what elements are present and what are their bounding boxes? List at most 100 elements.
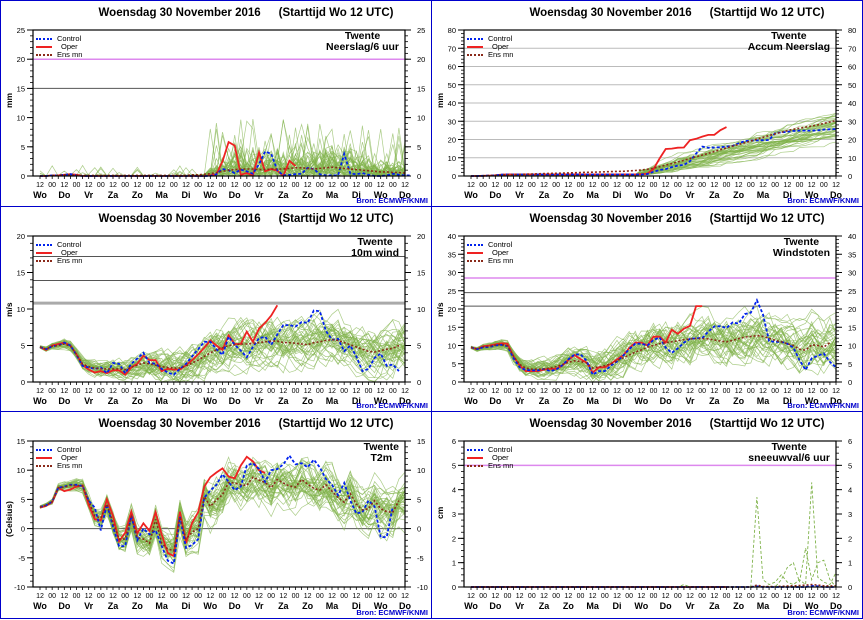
y-tick-label-right: 25 [848, 287, 856, 296]
x-hour-label: 00 [194, 182, 202, 189]
x-day-label: Di [783, 396, 792, 406]
x-day-label: Do [399, 396, 411, 406]
y-axis-label: m/s [435, 301, 445, 317]
x-hour-label: 12 [491, 593, 499, 600]
x-hour-label: 12 [36, 593, 44, 600]
x-hour-label: 12 [783, 593, 791, 600]
y-tick-label: 15 [17, 269, 25, 278]
y-tick-label: 4 [452, 486, 456, 495]
x-hour-label: 00 [698, 182, 706, 189]
x-day-label: Do [58, 190, 70, 200]
panel-sneeuwval: 0 0 1 1 2 2 3 3 4 4 5 5 6 6 12 00 12 00 12 00 12 00 12 00 12 00 12… [431, 411, 863, 619]
x-day-label: Wo [464, 601, 478, 611]
x-hour-label: 12 [686, 182, 694, 189]
station-name: Twente [363, 441, 399, 453]
variable-name: Windstoten [772, 247, 830, 259]
y-tick-label: 20 [448, 136, 456, 145]
x-day-label: Do [489, 396, 501, 406]
x-hour-label: 12 [133, 388, 141, 395]
y-tick-label: 80 [448, 26, 456, 35]
x-hour-label: 12 [759, 182, 767, 189]
x-day-label: Wo [805, 190, 819, 200]
x-hour-label: 00 [97, 388, 105, 395]
station-name: Twente [357, 236, 393, 248]
x-day-label: Za [539, 396, 550, 406]
y-tick-label: 0 [21, 525, 25, 534]
x-day-label: Zo [563, 601, 574, 611]
legend-label: Ens mn [57, 461, 83, 470]
source-credit: Bron: ECMWF/KNMI [787, 196, 859, 205]
x-hour-label: 00 [170, 182, 178, 189]
ensemble-member-line [39, 462, 406, 553]
legend-label: Ens mn [488, 461, 514, 470]
title-starttime: (Starttijd Wo 12 UTC) [278, 213, 394, 225]
x-hour-label: 00 [389, 593, 397, 600]
ensemble-member-line [470, 315, 837, 380]
x-day-label: Wo [203, 396, 217, 406]
x-hour-label: 00 [194, 388, 202, 395]
title-starttime: (Starttijd Wo 12 UTC) [709, 7, 825, 19]
x-hour-label: 00 [577, 182, 585, 189]
x-hour-label: 00 [625, 182, 633, 189]
x-day-label: Za [108, 190, 119, 200]
y-tick-label: 40 [448, 232, 456, 241]
x-hour-label: 12 [206, 388, 214, 395]
ensemble-member-line [39, 321, 406, 378]
x-day-label: Wo [464, 190, 478, 200]
x-hour-label: 12 [540, 388, 548, 395]
x-day-label: Di [783, 190, 792, 200]
x-day-label: Zo [733, 396, 744, 406]
y-axis-label: mm [435, 92, 445, 108]
x-hour-label: 00 [97, 593, 105, 600]
x-hour-label: 00 [316, 182, 324, 189]
y-tick-label: 30 [448, 117, 456, 126]
x-hour-label: 00 [121, 593, 129, 600]
y-tick-label: 20 [17, 232, 25, 241]
y-tick-label: 25 [448, 287, 456, 296]
x-hour-label: 00 [389, 388, 397, 395]
x-day-label: Vr [515, 190, 525, 200]
station-name: Twente [344, 30, 381, 42]
x-day-label: Wo [805, 396, 819, 406]
legend-label: Control [488, 240, 513, 249]
y-tick-label-right: 20 [848, 136, 856, 145]
x-day-label: Wo [464, 396, 478, 406]
panel-t2m: -10 -10 -5 -5 0 0 5 5 10 10 15 15 12 00 12 00 12 00 12 00 12… [0, 411, 432, 619]
ensemble-member-line [39, 322, 406, 370]
x-hour-label: 00 [73, 593, 81, 600]
legend-item: Control [467, 241, 513, 249]
x-hour-label: 12 [352, 182, 360, 189]
y-tick-label-right: 0 [848, 583, 852, 592]
legend-swatch [467, 244, 483, 246]
chart-legend: Control Oper Ens mn [36, 446, 82, 470]
x-hour-label: 00 [121, 182, 129, 189]
x-hour-label: 00 [674, 388, 682, 395]
x-day-label: Do [399, 190, 411, 200]
x-hour-label: 12 [279, 388, 287, 395]
y-tick-label: 0 [21, 172, 25, 181]
y-tick-label-right: 30 [848, 117, 856, 126]
x-hour-label: 12 [662, 388, 670, 395]
legend-item: Ens mn [467, 51, 513, 59]
x-day-label: Do [660, 396, 672, 406]
x-hour-label: 00 [552, 593, 560, 600]
y-tick-label-right: 0 [417, 172, 421, 181]
legend-swatch [36, 54, 52, 56]
x-day-label: Do [660, 190, 672, 200]
legend-swatch [36, 252, 52, 254]
x-hour-label: 12 [710, 388, 718, 395]
x-hour-label: 12 [231, 593, 239, 600]
legend-label: Ens mn [57, 256, 83, 265]
legend-item: Oper [467, 249, 513, 257]
y-tick-label: 30 [448, 269, 456, 278]
x-hour-label: 12 [206, 593, 214, 600]
legend-swatch [467, 38, 483, 40]
x-hour-label: 00 [146, 388, 154, 395]
x-hour-label: 12 [182, 388, 190, 395]
x-hour-label: 00 [528, 182, 536, 189]
y-tick-label-right: 0 [417, 525, 421, 534]
x-day-label: Di [352, 190, 361, 200]
y-tick-label-right: 80 [848, 26, 856, 35]
x-day-label: Di [182, 396, 191, 406]
x-hour-label: 12 [564, 388, 572, 395]
